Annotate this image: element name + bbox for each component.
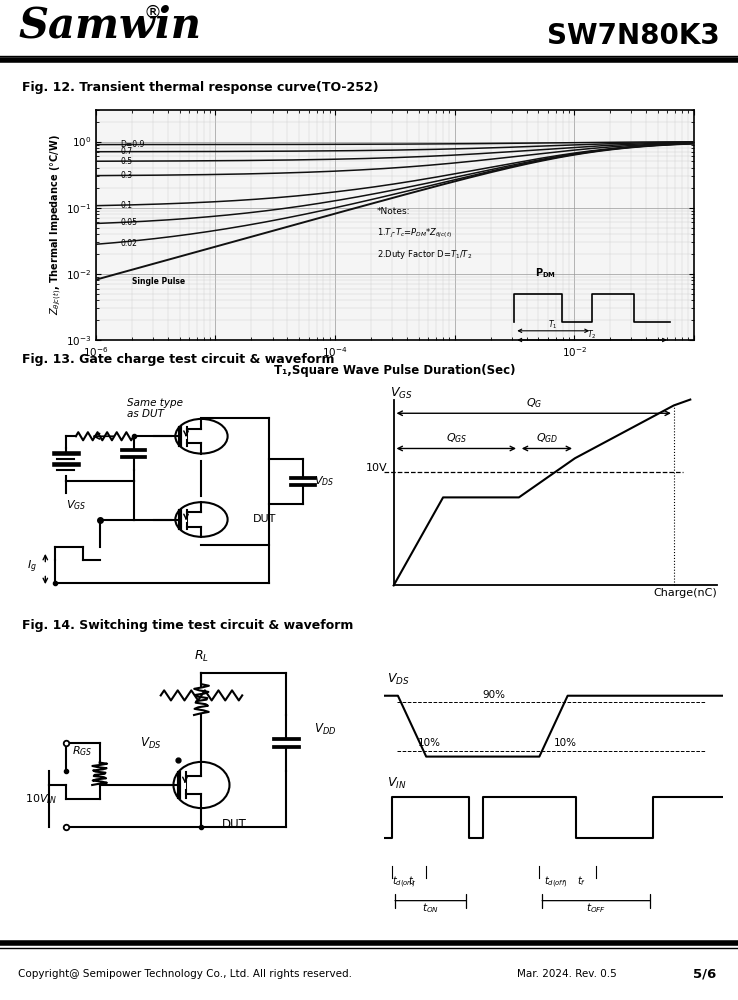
- Y-axis label: $Z_{\theta jc(t)}$, Thermal Impedance ($\degree$C/W): $Z_{\theta jc(t)}$, Thermal Impedance ($…: [49, 135, 64, 315]
- Text: 90%: 90%: [483, 690, 506, 700]
- Text: $t_{OFF}$: $t_{OFF}$: [586, 901, 606, 915]
- Text: $t_{ON}$: $t_{ON}$: [422, 901, 439, 915]
- Text: $t_f$: $t_f$: [577, 874, 586, 888]
- Text: 0.7: 0.7: [120, 147, 132, 156]
- Text: ®: ®: [144, 4, 162, 22]
- Text: Single Pulse: Single Pulse: [132, 277, 185, 286]
- Text: $t_{d(on)}$: $t_{d(on)}$: [392, 874, 415, 890]
- Text: 10%: 10%: [554, 738, 576, 748]
- Text: $V_{DS}$: $V_{DS}$: [140, 735, 161, 751]
- Text: 5/6: 5/6: [692, 968, 716, 980]
- X-axis label: T₁,Square Wave Pulse Duration(Sec): T₁,Square Wave Pulse Duration(Sec): [274, 364, 516, 377]
- Text: 1.$T_j$-$T_c$=$P_{DM}$*$Z_{\theta jc(t)}$: 1.$T_j$-$T_c$=$P_{DM}$*$Z_{\theta jc(t)}…: [377, 227, 452, 240]
- Text: $T_1$: $T_1$: [548, 318, 558, 331]
- Text: $10V_{IN}$: $10V_{IN}$: [25, 792, 57, 806]
- Text: DUT: DUT: [222, 818, 246, 831]
- Text: Samwin: Samwin: [18, 5, 201, 47]
- Text: $I_g$: $I_g$: [27, 559, 37, 575]
- Text: $t_{d(off)}$: $t_{d(off)}$: [545, 874, 568, 890]
- Text: 0.02: 0.02: [120, 239, 137, 248]
- Text: $Q_{GS}$: $Q_{GS}$: [446, 432, 467, 445]
- Text: 0.5: 0.5: [120, 157, 132, 166]
- Text: $V_{GS}$: $V_{GS}$: [390, 386, 413, 401]
- Text: $V_{GS}$: $V_{GS}$: [66, 498, 86, 512]
- Text: Charge(nC): Charge(nC): [653, 588, 717, 598]
- Text: $T_2$: $T_2$: [587, 329, 597, 341]
- Text: as DUT: as DUT: [127, 409, 164, 419]
- Text: 0.05: 0.05: [120, 218, 137, 227]
- Text: Copyright@ Semipower Technology Co., Ltd. All rights reserved.: Copyright@ Semipower Technology Co., Ltd…: [18, 969, 353, 979]
- Text: $V_{DD}$: $V_{DD}$: [314, 721, 336, 737]
- Text: DUT: DUT: [252, 514, 276, 524]
- Text: Fig. 13. Gate charge test circuit & waveform: Fig. 13. Gate charge test circuit & wave…: [22, 354, 334, 366]
- Text: 0.1: 0.1: [120, 201, 132, 210]
- Text: $t_r$: $t_r$: [407, 874, 416, 888]
- Text: SW7N80K3: SW7N80K3: [547, 22, 720, 50]
- Text: $\mathbf{P_{DM}}$: $\mathbf{P_{DM}}$: [535, 266, 556, 280]
- Text: $R_L$: $R_L$: [194, 649, 209, 664]
- Text: 10%: 10%: [418, 738, 441, 748]
- Text: Same type: Same type: [127, 398, 183, 408]
- Text: Mar. 2024. Rev. 0.5: Mar. 2024. Rev. 0.5: [517, 969, 616, 979]
- Text: 2.Duty Factor D=$T_1$/$T_2$: 2.Duty Factor D=$T_1$/$T_2$: [377, 248, 472, 261]
- Text: $V_{IN}$: $V_{IN}$: [387, 775, 406, 791]
- Text: $R_{GS}$: $R_{GS}$: [72, 744, 93, 758]
- Text: $V_{DS}$: $V_{DS}$: [387, 672, 409, 687]
- Text: 10V: 10V: [365, 463, 387, 473]
- Text: D=0.9: D=0.9: [120, 140, 145, 149]
- Text: $V_{DS}$: $V_{DS}$: [314, 474, 334, 488]
- Text: Fig. 14. Switching time test circuit & waveform: Fig. 14. Switching time test circuit & w…: [22, 618, 354, 632]
- Text: 0.3: 0.3: [120, 171, 132, 180]
- Text: $Q_{GD}$: $Q_{GD}$: [536, 432, 558, 445]
- Text: $Q_G$: $Q_G$: [525, 396, 542, 410]
- Text: Fig. 12. Transient thermal response curve(TO-252): Fig. 12. Transient thermal response curv…: [22, 81, 379, 94]
- Text: *Notes:: *Notes:: [377, 207, 410, 216]
